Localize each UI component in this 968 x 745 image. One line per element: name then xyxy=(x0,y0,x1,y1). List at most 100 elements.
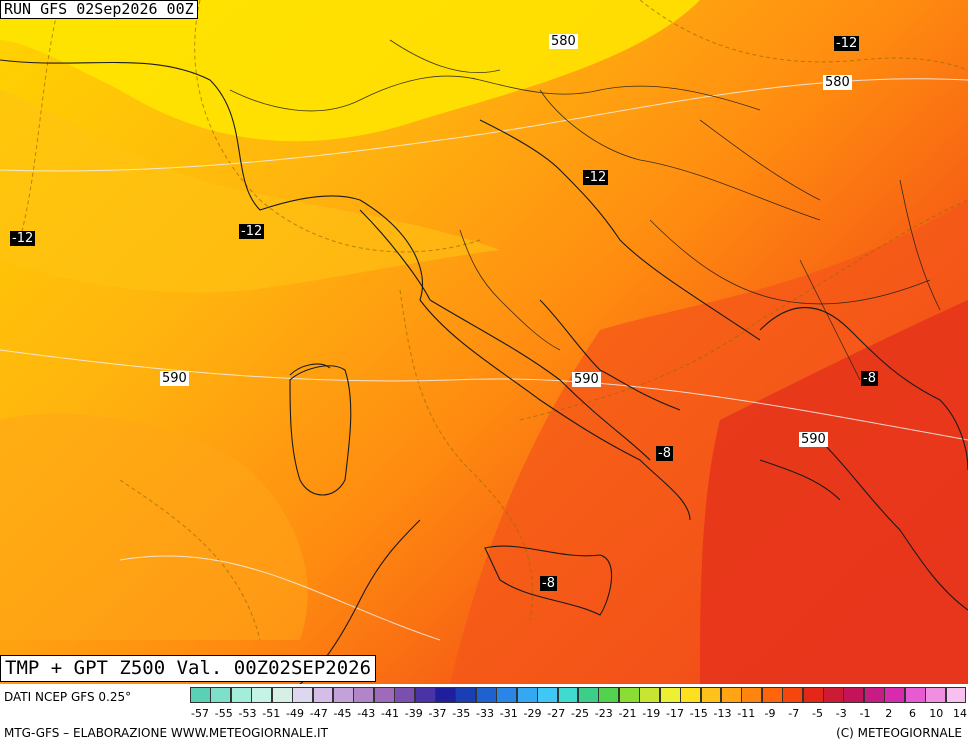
color-scale-tick: -51 xyxy=(262,707,281,720)
color-scale-swatch xyxy=(680,687,701,703)
isotherm-label: -12 xyxy=(834,36,860,51)
color-scale-tick: -11 xyxy=(737,707,756,720)
color-scale-tick: -31 xyxy=(499,707,518,720)
color-scale-swatch xyxy=(496,687,518,703)
borders xyxy=(229,39,941,381)
color-scale-tick: -41 xyxy=(381,707,399,720)
isoheight-label: 580 xyxy=(549,34,578,49)
color-scale-swatch xyxy=(761,687,783,703)
hot-zone-southeast xyxy=(700,300,968,684)
color-scale-swatch xyxy=(435,687,456,703)
credit-right: (C) METEOGIORNALE xyxy=(836,726,962,740)
color-scale-tick: 2 xyxy=(885,707,893,720)
color-scale-swatch xyxy=(945,687,967,703)
weather-map xyxy=(0,0,968,685)
color-scale-tick: -53 xyxy=(238,707,257,720)
color-scale-swatch xyxy=(741,687,763,703)
isotherm-label: -12 xyxy=(583,170,609,185)
color-scale-tick: -47 xyxy=(309,707,328,720)
data-source: DATI NCEP GFS 0.25° xyxy=(4,690,132,704)
color-scale-tick: -23 xyxy=(594,707,613,720)
isotherm-label: -8 xyxy=(656,446,673,461)
color-scale-swatch xyxy=(904,687,926,703)
color-scale-swatch xyxy=(271,687,293,703)
color-scale-swatch xyxy=(190,687,211,703)
color-scale-tick: -21 xyxy=(618,707,637,720)
run-label: RUN GFS 02Sep2026 00Z xyxy=(0,0,198,19)
color-scale-swatch xyxy=(639,687,661,703)
color-scale-swatch xyxy=(373,687,395,703)
warm-zone-west xyxy=(0,413,308,640)
color-scale-tick: -33 xyxy=(476,707,494,720)
color-scale-swatch xyxy=(863,687,885,703)
color-scale-swatch xyxy=(516,687,538,703)
map-canvas xyxy=(0,0,968,685)
color-scale-swatch xyxy=(537,687,559,703)
color-scale-swatch xyxy=(618,687,640,703)
color-scale-tick: -39 xyxy=(404,707,423,720)
color-scale-tick: -3 xyxy=(835,707,847,720)
color-scale-swatch xyxy=(598,687,620,703)
color-scale-swatch xyxy=(332,687,354,703)
isoheight-label: 590 xyxy=(572,372,601,387)
color-scale-tick: 14 xyxy=(953,707,967,720)
color-scale-swatch xyxy=(353,687,375,703)
color-scale-swatch xyxy=(659,687,681,703)
color-scale-tick: -45 xyxy=(333,707,352,720)
color-scale-tick: 10 xyxy=(929,707,944,720)
color-scale-tick: -49 xyxy=(286,707,304,720)
isoheight-label: 580 xyxy=(823,75,852,90)
color-scale-swatch xyxy=(700,687,722,703)
color-scale-swatch xyxy=(720,687,742,703)
color-scale-tick: -19 xyxy=(642,707,661,720)
color-scale-tick: -25 xyxy=(571,707,589,720)
color-scale-swatch xyxy=(843,687,865,703)
isoheight-label: 590 xyxy=(799,432,828,447)
color-scale-swatch xyxy=(578,687,599,703)
color-scale-swatch xyxy=(475,687,497,703)
color-scale-tick: -37 xyxy=(428,707,447,720)
color-scale-swatch xyxy=(230,687,252,703)
color-scale-ticks: -57 -55 -53 -51 -49 -47 -45 -43 -41 -39 -37 -35 -33-… xyxy=(190,707,967,721)
color-scale-tick: -35 xyxy=(452,707,471,720)
color-scale-swatch xyxy=(782,687,804,703)
color-scale-swatch xyxy=(884,687,906,703)
isotherm-label: -12 xyxy=(239,224,265,239)
color-scale-tick: -7 xyxy=(788,707,800,720)
mid-zone xyxy=(0,90,500,293)
color-scale-tick: -1 xyxy=(859,707,871,720)
color-scale-swatch xyxy=(823,687,844,703)
geopotential-isolines xyxy=(0,78,968,641)
color-scale-swatch xyxy=(394,687,416,703)
color-scale-swatch xyxy=(292,687,313,703)
cold-zone-north xyxy=(0,0,700,142)
color-scale-tick: -17 xyxy=(666,707,684,720)
color-scale-swatch xyxy=(925,687,947,703)
isoheight-label: 590 xyxy=(160,371,189,386)
color-scale-tick: -29 xyxy=(523,707,542,720)
color-scale-swatch xyxy=(210,687,232,703)
color-scale-tick: -5 xyxy=(812,707,823,720)
temperature-isolines xyxy=(19,0,968,641)
color-scale-tick: 6 xyxy=(909,707,916,720)
color-scale-swatch xyxy=(557,687,579,703)
map-caption: TMP + GPT Z500 Val. 00Z02SEP2026 xyxy=(0,655,377,682)
color-scale-swatch xyxy=(312,687,334,703)
color-scale-tick: -13 xyxy=(713,707,732,720)
color-scale-swatch xyxy=(455,687,477,703)
credit-left: MTG-GFS – ELABORAZIONE WWW.METEOGIORNALE… xyxy=(4,726,328,740)
color-scale-tick: -43 xyxy=(357,707,376,720)
color-scale-tick: -9 xyxy=(764,707,776,720)
isotherm-label: -12 xyxy=(10,231,36,246)
color-scale-tick: -55 xyxy=(214,707,233,720)
color-scale-tick: -57 xyxy=(191,707,209,720)
isotherm-label: -8 xyxy=(861,371,878,386)
isotherm-label: -8 xyxy=(540,576,557,591)
color-scale-swatch xyxy=(802,687,824,703)
color-scale-tick: -15 xyxy=(689,707,708,720)
color-scale-swatch xyxy=(251,687,273,703)
color-scale xyxy=(190,687,967,705)
coastlines xyxy=(0,59,968,685)
color-scale-swatch xyxy=(414,687,436,703)
color-scale-tick: -27 xyxy=(547,707,566,720)
